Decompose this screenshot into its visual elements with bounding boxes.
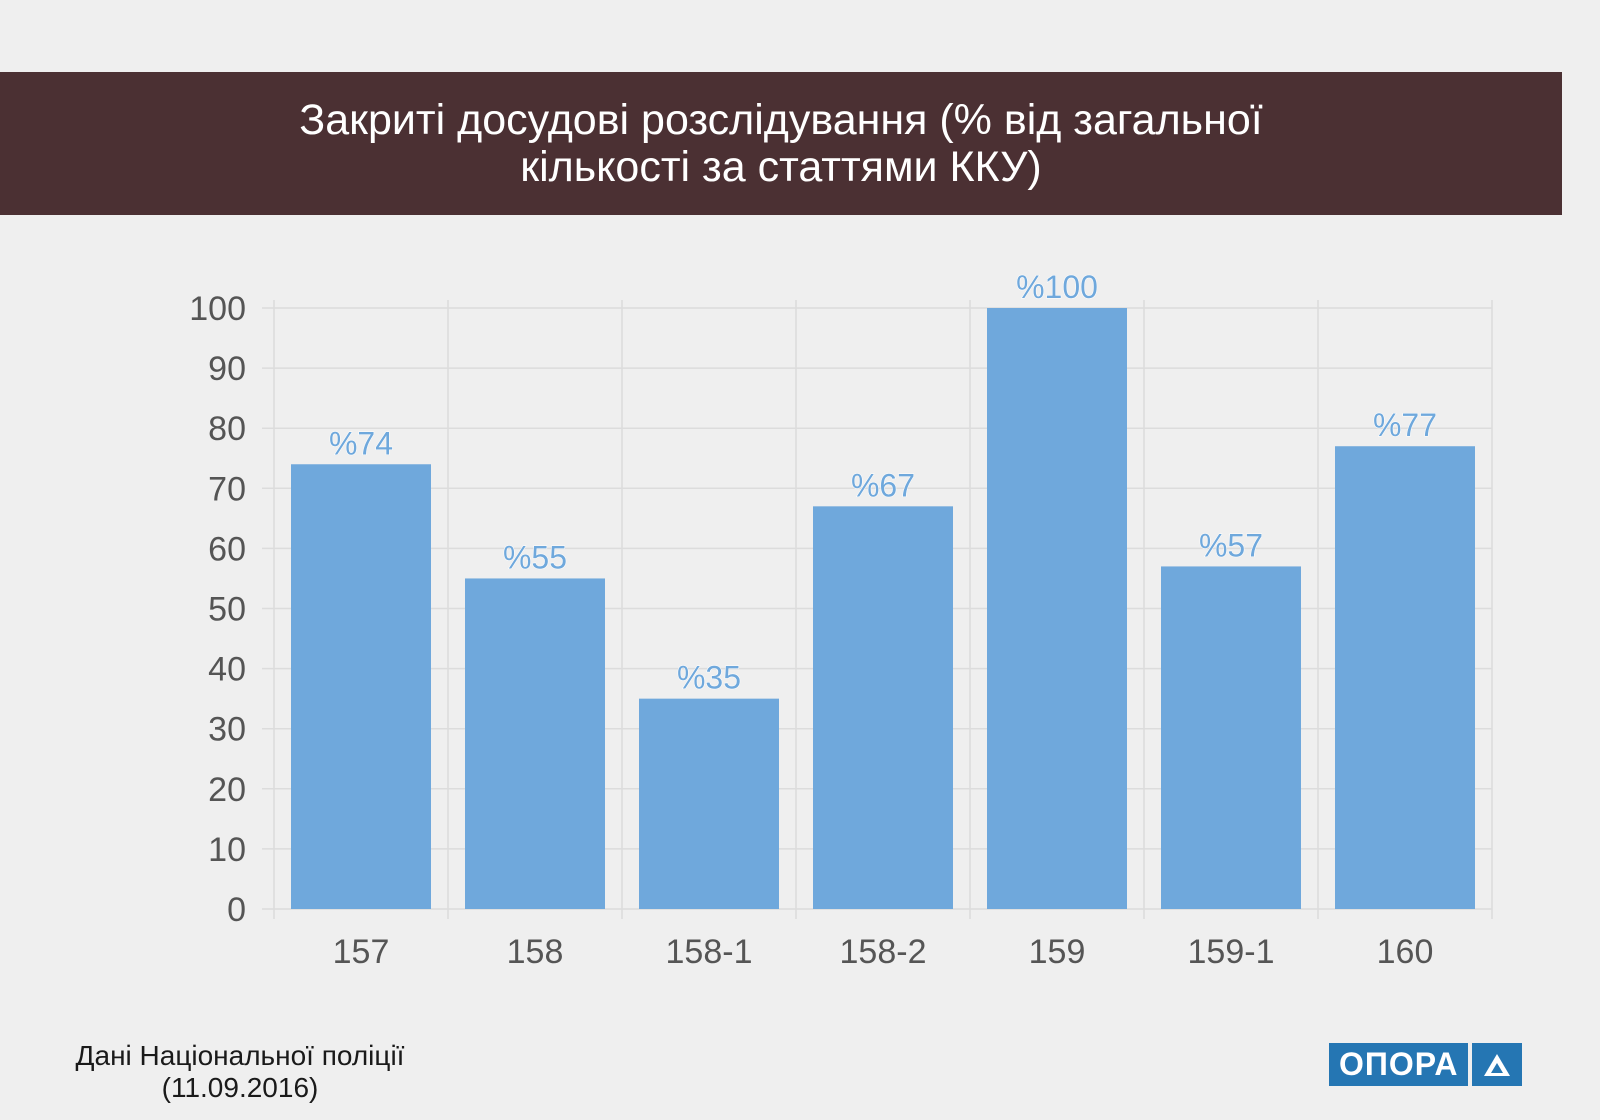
bar-160 (1335, 446, 1475, 909)
y-tick-label: 30 (208, 711, 246, 749)
source-line1: Дані Національної поліції (75, 1040, 405, 1071)
data-label-160: %77 (1373, 407, 1437, 443)
logo-text: ОПОРА (1329, 1043, 1469, 1086)
y-tick-label: 80 (208, 410, 246, 448)
bar-157 (291, 464, 431, 909)
source-date: (11.09.2016) (161, 1072, 319, 1103)
x-tick-label-158: 158 (507, 933, 564, 971)
bar-158-1 (639, 698, 779, 909)
y-tick-label: 40 (208, 651, 246, 689)
bar-158-2 (813, 506, 953, 909)
triangle-icon (1472, 1043, 1523, 1086)
opora-logo: ОПОРА (1329, 1043, 1523, 1086)
data-label-158-2: %67 (851, 467, 915, 503)
y-tick-label: 20 (208, 771, 246, 809)
y-tick-label: 0 (227, 891, 246, 929)
data-label-159: %100 (1016, 269, 1098, 305)
x-tick-label-158-1: 158-1 (666, 933, 753, 971)
x-tick-label-157: 157 (333, 933, 390, 971)
x-tick-label-159: 159 (1029, 933, 1086, 971)
bar-158 (465, 578, 605, 909)
chart-area: 0 10 20 30 40 50 60 70 80 90 100 %74 157 %55 158 %35 158… (189, 269, 1493, 971)
y-tick-label: 70 (208, 470, 246, 508)
title-banner: Закриті досудові розслідування (% від за… (0, 72, 1562, 215)
y-tick-label: 100 (189, 290, 246, 328)
x-tick-label-159-1: 159-1 (1188, 933, 1275, 971)
chart-title-line1: Закриті досудові розслідування (% від за… (299, 95, 1263, 144)
chart-title-line2: кількості за статтями ККУ) (520, 142, 1042, 191)
data-label-158: %55 (503, 539, 567, 575)
y-tick-label: 50 (208, 591, 246, 629)
y-tick-label: 10 (208, 831, 246, 869)
bar-159 (987, 308, 1127, 909)
y-tick-label: 90 (208, 350, 246, 388)
bar-159-1 (1161, 566, 1301, 909)
x-tick-label-160: 160 (1377, 933, 1434, 971)
data-label-158-1: %35 (677, 660, 741, 696)
data-label-157: %74 (329, 425, 393, 461)
x-tick-label-158-2: 158-2 (840, 933, 927, 971)
data-label-159-1: %57 (1199, 527, 1263, 563)
y-tick-label: 60 (208, 530, 246, 568)
bar-chart: 0 10 20 30 40 50 60 70 80 90 100 %74 157 %55 158 %35 158… (189, 269, 1493, 971)
data-source: Дані Національної поліції (11.09.2016) (40, 1040, 440, 1104)
